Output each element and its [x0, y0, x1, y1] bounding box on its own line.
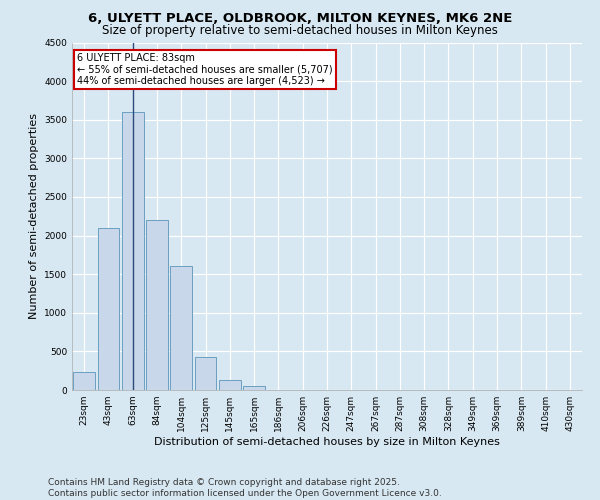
- Text: 6, ULYETT PLACE, OLDBROOK, MILTON KEYNES, MK6 2NE: 6, ULYETT PLACE, OLDBROOK, MILTON KEYNES…: [88, 12, 512, 26]
- Text: 6 ULYETT PLACE: 83sqm
← 55% of semi-detached houses are smaller (5,707)
44% of s: 6 ULYETT PLACE: 83sqm ← 55% of semi-deta…: [77, 53, 333, 86]
- Bar: [170, 266, 192, 390]
- Y-axis label: Number of semi-detached properties: Number of semi-detached properties: [29, 114, 38, 320]
- Bar: [219, 380, 241, 390]
- Bar: [146, 220, 168, 390]
- Bar: [122, 112, 143, 390]
- Bar: [243, 386, 265, 390]
- Bar: [97, 228, 119, 390]
- Bar: [73, 372, 95, 390]
- Text: Contains HM Land Registry data © Crown copyright and database right 2025.
Contai: Contains HM Land Registry data © Crown c…: [48, 478, 442, 498]
- Text: Size of property relative to semi-detached houses in Milton Keynes: Size of property relative to semi-detach…: [102, 24, 498, 37]
- X-axis label: Distribution of semi-detached houses by size in Milton Keynes: Distribution of semi-detached houses by …: [154, 437, 500, 447]
- Bar: [194, 357, 217, 390]
